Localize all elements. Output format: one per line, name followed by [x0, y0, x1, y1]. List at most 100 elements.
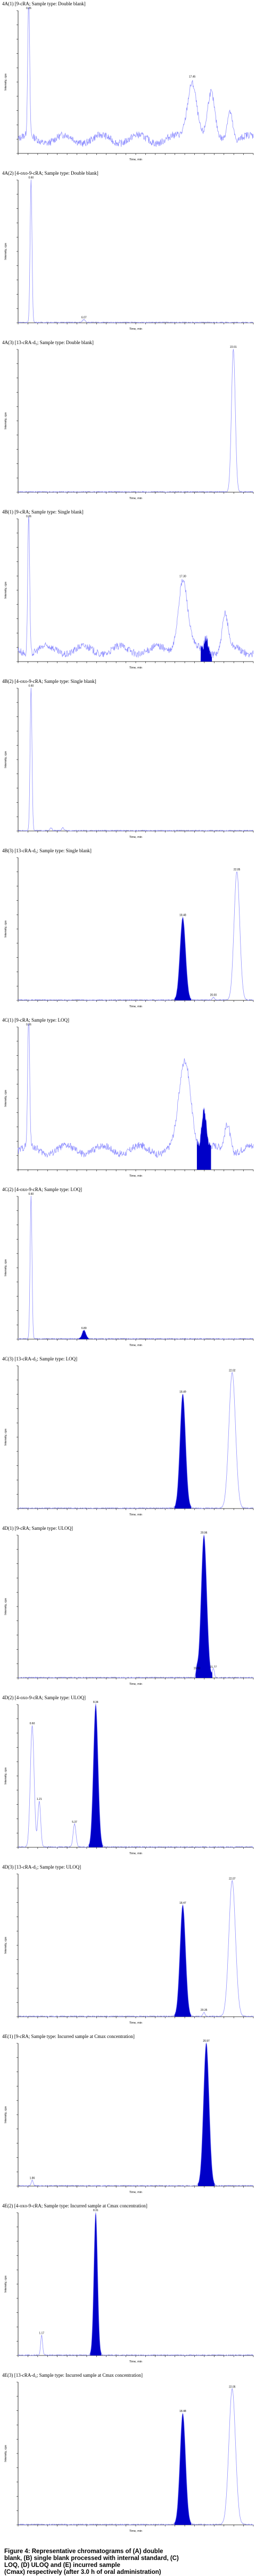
chromatogram-panel: 4B(2) [4-oxo-9-cRA; Sample type: Single …: [0, 679, 264, 848]
integrated-peak-area: [200, 635, 212, 662]
peak-retention-label: 21.77: [210, 1666, 217, 1669]
peak-retention-label: 1.86: [30, 2176, 35, 2180]
y-axis-label: Intensity, cps: [4, 243, 7, 260]
peak-retention-label: 22.02: [229, 1369, 236, 1372]
peak-retention-label: 0.60: [28, 1193, 34, 1196]
x-axis-label: Time, min: [129, 836, 142, 839]
y-axis-label: Intensity, cps: [4, 2106, 7, 2123]
chromatogram-svg: Intensity, cps Time, min 18.48 22.05 20.00: [4, 857, 254, 1008]
chromatogram-svg: Intensity, cps Time, min 20.96 19.93 21.77: [4, 1531, 254, 1686]
chromatogram-svg: Intensity, cps Time, min 18.47 20.35 22.07: [4, 1873, 254, 2025]
chromatogram-svg: Intensity, cps Time, min 0.60 6.07: [4, 176, 254, 331]
peak-retention-label: 8.31: [93, 2209, 98, 2212]
peak-retention-label: 1.17: [39, 2332, 44, 2335]
chromatogram-panel: 4B(1) [9-cRA; Sample type: Single blank]…: [0, 509, 264, 679]
integrated-peak-area: [197, 2043, 215, 2186]
chromatogram-panel: 4E(3) [13-cRA-d₅; Sample type: Incurred …: [0, 2373, 264, 2542]
chart-title: 4E(3) [13-cRA-d₅; Sample type: Incurred …: [2, 2373, 143, 2378]
y-axis-label: Intensity, cps: [4, 1090, 7, 1107]
chromatogram-trace: [18, 871, 254, 1001]
chromatogram-trace: [18, 349, 254, 493]
peak-retention-label: 22.05: [234, 868, 241, 871]
x-axis-label: Time, min: [129, 666, 142, 670]
integrated-peak-area: [196, 1108, 211, 1170]
caption-line-1: Figure 4: Representative chromatograms o…: [4, 2548, 163, 2555]
chromatogram-svg: Intensity, cps Time, min 18.49 22.02: [4, 1365, 254, 1517]
peak-retention-label: 6.07: [81, 316, 87, 320]
peak-retention-label: 6.89: [81, 1327, 87, 1330]
x-axis-label: Time, min: [129, 2360, 142, 2363]
integrated-peak-area: [174, 1904, 192, 2017]
chromatogram-panel: 4B(3) [13-cRA-d₅; Sample type: Single bl…: [0, 848, 264, 1017]
chromatogram-panel: 4C(3) [13-cRA-d₅; Sample type: LOQ] Inten…: [0, 1356, 264, 1526]
x-axis-label: Time, min: [129, 1175, 142, 1178]
caption-line-3: LOQ, (D) ULOQ and (E) incurred sample: [4, 2562, 120, 2569]
x-axis-label: Time, min: [129, 158, 142, 161]
chart-title: 4D(3) [13-cRA-d₅; Sample type: ULOQ]: [2, 1864, 81, 1870]
chromatogram-svg: Intensity, cps Time, min 22.01: [4, 346, 254, 500]
integrated-peak-area: [88, 1703, 103, 1847]
chart-title: 4E(2) [4-oxo-9-cRA; Sample type: Incurre…: [2, 2203, 147, 2208]
chart-title: 4B(1) [9-cRA; Sample type: Single blank]: [2, 509, 84, 515]
chromatogram-svg: Intensity, cps Time, min 1.86 20.97: [4, 2040, 254, 2194]
y-axis-label: Intensity, cps: [4, 920, 7, 938]
chromatogram-panel: 4A(1) [9-cRA; Sample type: Double blank]…: [0, 1, 264, 170]
peak-retention-label: 0.26: [26, 515, 31, 518]
peak-retention-label: 1.21: [37, 1798, 42, 1801]
chromatogram-trace: [18, 1372, 254, 1509]
y-axis-label: Intensity, cps: [4, 2276, 7, 2293]
x-axis-label: Time, min: [129, 1513, 142, 1517]
chart-title: 4C(2) [4-oxo-9-cRA; Sample type: LOQ]: [2, 1187, 82, 1192]
chromatogram-svg: Intensity, cps Time, min 1.17 8.31: [4, 2209, 254, 2363]
chart-title: 4D(1) [9-cRA; Sample type: ULOQ]: [2, 1526, 73, 1531]
peak-retention-label: 0.60: [28, 176, 34, 180]
y-axis-label: Intensity, cps: [4, 582, 7, 599]
chromatogram-panel: 4A(2) [4-oxo-9-cRA; Sample type: Double …: [0, 170, 264, 340]
chromatogram-panel: 4C(2) [4-oxo-9-cRA; Sample type: LOQ] Int…: [0, 1187, 264, 1356]
x-axis-label: Time, min: [129, 2530, 142, 2533]
chromatogram-trace: [18, 1024, 254, 1158]
peak-retention-label: 18.48: [179, 914, 186, 917]
chromatogram-trace: [18, 180, 254, 323]
peak-retention-label: 20.96: [201, 1531, 208, 1535]
chromatogram-panel: 4E(2) [4-oxo-9-cRA; Sample type: Incurre…: [0, 2203, 264, 2373]
x-axis-label: Time, min: [129, 1344, 142, 1347]
integrated-peak-area: [174, 917, 192, 1000]
y-axis-label: Intensity, cps: [4, 1259, 7, 1276]
chart-title: 4A(1) [9-cRA; Sample type: Double blank]: [2, 1, 86, 6]
chromatogram-svg: Intensity, cps Time, min 0.26 17.30: [4, 515, 254, 670]
chromatogram-panel: 4D(3) [13-cRA-d₅; Sample type: ULOQ] Inte…: [0, 1864, 264, 2034]
peak-retention-label: 0.26: [26, 1023, 31, 1026]
peak-retention-label: 20.35: [201, 2009, 208, 2012]
caption-line-2: blank, (B) single blank processed with i…: [4, 2555, 179, 2562]
chromatogram-svg: Intensity, cps Time, min 0.60: [4, 684, 254, 839]
y-axis-label: Intensity, cps: [4, 1767, 7, 1784]
chromatogram-trace: [18, 2042, 254, 2187]
chromatogram-trace: [18, 1535, 254, 1678]
x-axis-label: Time, min: [129, 2021, 142, 2025]
peak-retention-label: 0.60: [28, 684, 34, 688]
chromatogram-trace: [18, 1880, 254, 2017]
peak-retention-label: 18.48: [179, 2410, 186, 2413]
chromatogram-trace: [18, 2388, 254, 2525]
chart-title: 4A(3) [13-cRA-d₅; Sample type: Double bl…: [2, 340, 94, 345]
peak-retention-label: 19.93: [194, 1667, 201, 1670]
peak-retention-label: 17.45: [189, 76, 196, 79]
integrated-peak-area: [174, 1394, 192, 1509]
peak-retention-label: 22.05: [229, 2385, 236, 2388]
chromatogram-panel: 4A(3) [13-cRA-d₅; Sample type: Double bl…: [0, 340, 264, 509]
chromatogram-trace: [18, 516, 254, 658]
peak-retention-label: 8.34: [93, 1701, 98, 1704]
peak-retention-label: 0.26: [26, 7, 31, 10]
chromatogram-svg: Intensity, cps Time, min 0.60 1.21 5.37 8.34: [4, 1701, 254, 1855]
figure-caption: Figure 4: Representative chromatograms o…: [4, 2548, 260, 2576]
peak-retention-label: 18.49: [179, 1391, 186, 1394]
chromatogram-trace: [18, 1195, 254, 1340]
chromatogram-panel: 4D(2) [4-oxo-9-cRA; Sample type: ULOQ] In…: [0, 1695, 264, 1864]
peak-retention-label: 20.97: [203, 2040, 210, 2043]
x-axis-label: Time, min: [129, 1852, 142, 1855]
integrated-peak-area: [78, 1330, 90, 1339]
x-axis-label: Time, min: [129, 497, 142, 500]
chromatogram-panel: 4E(1) [9-cRA; Sample type: Incurred samp…: [0, 2034, 264, 2203]
